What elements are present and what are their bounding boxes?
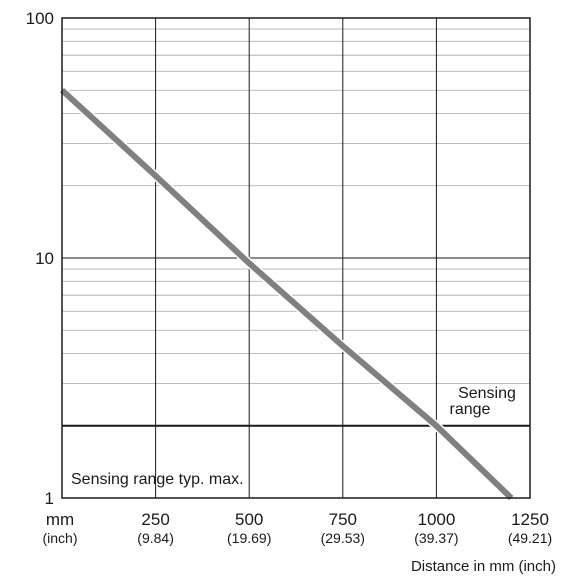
y-tick-label: 10: [35, 249, 54, 268]
sensing-range-label-line2: range: [450, 401, 491, 418]
grid-minor: [62, 28, 530, 427]
x-axis-title: Distance in mm (inch): [411, 558, 556, 575]
x-tick-label: 500: [235, 510, 263, 529]
x-axis-ticks: 250(9.84) 500(19.69) 750(29.53) 1000(39.37)…: [137, 510, 552, 546]
grid-major: [62, 18, 530, 498]
x-tick-label: 250: [141, 510, 169, 529]
plot-frame: [61, 17, 531, 499]
x-unit-label: mm: [46, 510, 74, 529]
series-group: [58, 86, 515, 502]
x-tick-sublabel: (49.21): [508, 530, 552, 546]
x-tick-sublabel: (9.84): [137, 530, 174, 546]
x-tick-label: 750: [329, 510, 357, 529]
x-unit-sub: (inch): [42, 530, 77, 546]
x-tick-sublabel: (19.69): [227, 530, 271, 546]
x-tick-label: 1250: [511, 510, 549, 529]
x-tick-label: 1000: [417, 510, 455, 529]
y-tick-label: 100: [26, 9, 54, 28]
y-tick-label: 1: [45, 489, 54, 508]
series-line: [59, 87, 514, 501]
y-axis-ticks: 1 10 100: [26, 9, 54, 508]
x-tick-sublabel: (29.53): [321, 530, 365, 546]
sensing-range-label-line1: Sensing: [458, 385, 516, 402]
sensing-range-typ-max-label: Sensing range typ. max.: [71, 471, 244, 488]
x-tick-sublabel: (39.37): [414, 530, 458, 546]
